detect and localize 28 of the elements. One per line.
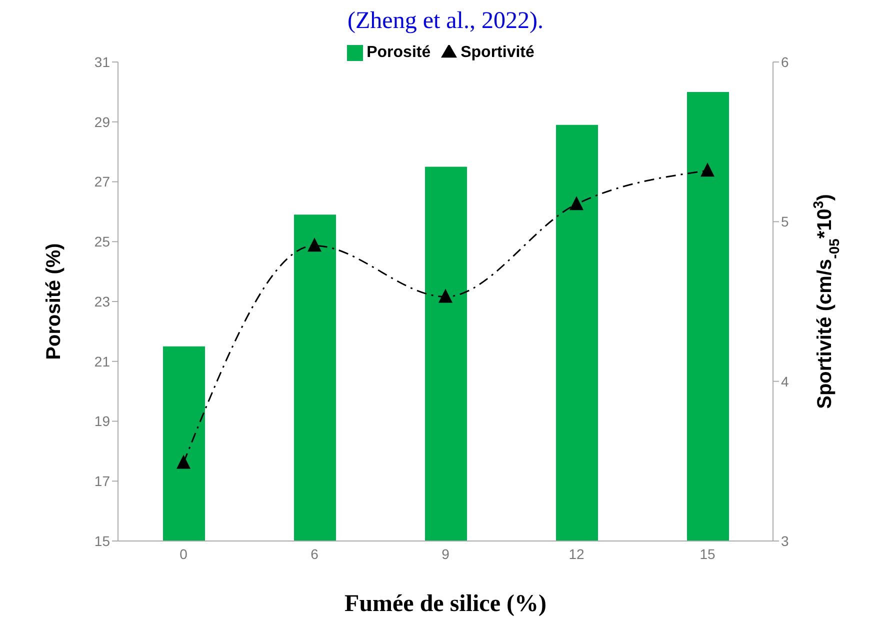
y-tick-label: 29 xyxy=(94,114,110,130)
y-tick-label: 17 xyxy=(94,473,110,490)
text: (Zheng et al., 2022). xyxy=(346,8,544,36)
x-tick-label: 12 xyxy=(568,546,584,562)
y2-tick-label: 6 xyxy=(781,54,789,70)
y-tick-label: 27 xyxy=(94,174,110,190)
legend-label: Sportivité xyxy=(460,44,534,61)
y-tick-label: 19 xyxy=(94,413,110,430)
legend-label: Porosité xyxy=(366,44,431,61)
x-tick-label: 9 xyxy=(442,546,450,562)
y-tick-label: 15 xyxy=(94,532,110,549)
y2-tick-label: 4 xyxy=(781,373,789,390)
y-tick-label: 31 xyxy=(94,54,110,70)
y-tick-label: 23 xyxy=(94,293,110,310)
y-tick-label: 21 xyxy=(94,353,110,370)
point xyxy=(438,288,452,303)
point xyxy=(308,238,322,252)
y-tick-label: 25 xyxy=(94,234,110,250)
point xyxy=(700,162,714,177)
y2-tick-label: 5 xyxy=(781,214,789,230)
x-tick-label: 15 xyxy=(700,546,716,562)
y2-tick-label: 3 xyxy=(781,532,789,549)
point xyxy=(570,196,584,210)
x-tick-label: 6 xyxy=(310,546,319,562)
x-tick-label: 0 xyxy=(180,546,188,562)
x-axis-title: Fumée de silice (%) xyxy=(344,591,546,617)
y-axis-title: Porosité (%) xyxy=(43,243,65,360)
point xyxy=(176,454,190,469)
